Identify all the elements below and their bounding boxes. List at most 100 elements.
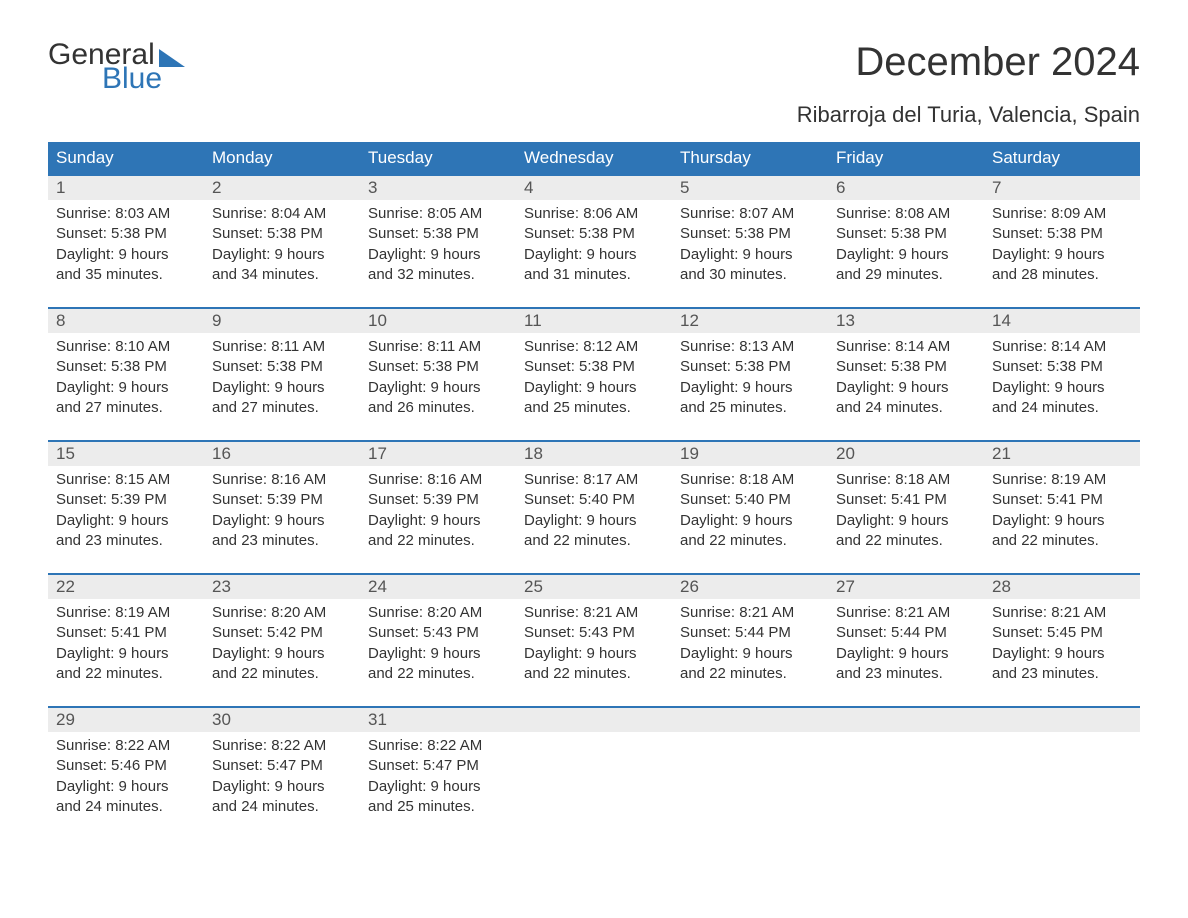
daylight-line: Daylight: 9 hours [368,378,508,398]
day-number-row: 13 [828,309,984,333]
daylight-line: and 34 minutes. [212,265,352,285]
daylight-line: and 22 minutes. [212,664,352,684]
calendar-day: 5Sunrise: 8:07 AMSunset: 5:38 PMDaylight… [672,176,828,291]
day-number-row: 12 [672,309,828,333]
day-number-row [516,708,672,732]
calendar-day: 20Sunrise: 8:18 AMSunset: 5:41 PMDayligh… [828,442,984,557]
sunset-line: Sunset: 5:43 PM [524,623,664,643]
daylight-line: Daylight: 9 hours [212,777,352,797]
day-number-row: 23 [204,575,360,599]
day-number-row: 19 [672,442,828,466]
sunrise-line: Sunrise: 8:03 AM [56,204,196,224]
sunrise-line: Sunrise: 8:22 AM [212,736,352,756]
sunrise-line: Sunrise: 8:04 AM [212,204,352,224]
calendar-day: 23Sunrise: 8:20 AMSunset: 5:42 PMDayligh… [204,575,360,690]
calendar-day: 2Sunrise: 8:04 AMSunset: 5:38 PMDaylight… [204,176,360,291]
calendar-day: 13Sunrise: 8:14 AMSunset: 5:38 PMDayligh… [828,309,984,424]
daylight-line: and 25 minutes. [368,797,508,817]
daylight-line: and 22 minutes. [992,531,1132,551]
daylight-line: Daylight: 9 hours [992,511,1132,531]
day-number: 9 [212,311,221,330]
calendar-day: 24Sunrise: 8:20 AMSunset: 5:43 PMDayligh… [360,575,516,690]
sunrise-line: Sunrise: 8:11 AM [368,337,508,357]
day-number: 2 [212,178,221,197]
calendar-week: 22Sunrise: 8:19 AMSunset: 5:41 PMDayligh… [48,573,1140,690]
sunrise-line: Sunrise: 8:05 AM [368,204,508,224]
weekday-head: Friday [828,142,984,174]
daylight-line: and 22 minutes. [368,531,508,551]
calendar-day: 10Sunrise: 8:11 AMSunset: 5:38 PMDayligh… [360,309,516,424]
calendar-day: 28Sunrise: 8:21 AMSunset: 5:45 PMDayligh… [984,575,1140,690]
daylight-line: and 30 minutes. [680,265,820,285]
calendar: Sunday Monday Tuesday Wednesday Thursday… [48,142,1140,823]
calendar-day: 26Sunrise: 8:21 AMSunset: 5:44 PMDayligh… [672,575,828,690]
day-number: 17 [368,444,387,463]
calendar-header: Sunday Monday Tuesday Wednesday Thursday… [48,142,1140,174]
logo-word2: Blue [102,64,185,94]
sunset-line: Sunset: 5:38 PM [992,357,1132,377]
day-number-row: 11 [516,309,672,333]
day-number-row: 15 [48,442,204,466]
day-number-row: 9 [204,309,360,333]
sunset-line: Sunset: 5:40 PM [524,490,664,510]
day-number-row: 24 [360,575,516,599]
day-number-row: 26 [672,575,828,599]
daylight-line: and 23 minutes. [836,664,976,684]
sunset-line: Sunset: 5:38 PM [56,357,196,377]
calendar-day: 30Sunrise: 8:22 AMSunset: 5:47 PMDayligh… [204,708,360,823]
sunset-line: Sunset: 5:38 PM [368,224,508,244]
day-number-row: 20 [828,442,984,466]
sunset-line: Sunset: 5:38 PM [680,357,820,377]
daylight-line: and 22 minutes. [836,531,976,551]
daylight-line: and 29 minutes. [836,265,976,285]
sunrise-line: Sunrise: 8:18 AM [680,470,820,490]
calendar-day: 18Sunrise: 8:17 AMSunset: 5:40 PMDayligh… [516,442,672,557]
weekday-head: Wednesday [516,142,672,174]
day-number-row: 22 [48,575,204,599]
sunrise-line: Sunrise: 8:11 AM [212,337,352,357]
sunrise-line: Sunrise: 8:15 AM [56,470,196,490]
header: General Blue December 2024 [48,40,1140,94]
sunset-line: Sunset: 5:46 PM [56,756,196,776]
day-number: 23 [212,577,231,596]
sunset-line: Sunset: 5:40 PM [680,490,820,510]
sunset-line: Sunset: 5:39 PM [212,490,352,510]
calendar-day: 9Sunrise: 8:11 AMSunset: 5:38 PMDaylight… [204,309,360,424]
day-number: 5 [680,178,689,197]
daylight-line: and 22 minutes. [680,531,820,551]
calendar-week: 1Sunrise: 8:03 AMSunset: 5:38 PMDaylight… [48,174,1140,291]
daylight-line: and 24 minutes. [836,398,976,418]
day-number-row: 4 [516,176,672,200]
day-number-row [672,708,828,732]
daylight-line: Daylight: 9 hours [212,378,352,398]
daylight-line: Daylight: 9 hours [56,378,196,398]
daylight-line: and 26 minutes. [368,398,508,418]
day-number-row: 6 [828,176,984,200]
daylight-line: Daylight: 9 hours [836,644,976,664]
daylight-line: and 24 minutes. [992,398,1132,418]
daylight-line: and 35 minutes. [56,265,196,285]
sunset-line: Sunset: 5:42 PM [212,623,352,643]
calendar-day: 14Sunrise: 8:14 AMSunset: 5:38 PMDayligh… [984,309,1140,424]
daylight-line: Daylight: 9 hours [992,644,1132,664]
sunset-line: Sunset: 5:38 PM [212,224,352,244]
calendar-day: 27Sunrise: 8:21 AMSunset: 5:44 PMDayligh… [828,575,984,690]
calendar-week: 29Sunrise: 8:22 AMSunset: 5:46 PMDayligh… [48,706,1140,823]
day-number: 30 [212,710,231,729]
daylight-line: Daylight: 9 hours [368,777,508,797]
daylight-line: and 24 minutes. [56,797,196,817]
weekday-head: Saturday [984,142,1140,174]
daylight-line: and 22 minutes. [368,664,508,684]
sunset-line: Sunset: 5:38 PM [836,224,976,244]
day-number-row: 27 [828,575,984,599]
day-number-row: 30 [204,708,360,732]
day-number: 8 [56,311,65,330]
sunset-line: Sunset: 5:45 PM [992,623,1132,643]
calendar-day: 31Sunrise: 8:22 AMSunset: 5:47 PMDayligh… [360,708,516,823]
sunset-line: Sunset: 5:39 PM [56,490,196,510]
day-number-row: 25 [516,575,672,599]
day-number: 19 [680,444,699,463]
sunrise-line: Sunrise: 8:20 AM [368,603,508,623]
sunrise-line: Sunrise: 8:08 AM [836,204,976,224]
daylight-line: Daylight: 9 hours [836,511,976,531]
